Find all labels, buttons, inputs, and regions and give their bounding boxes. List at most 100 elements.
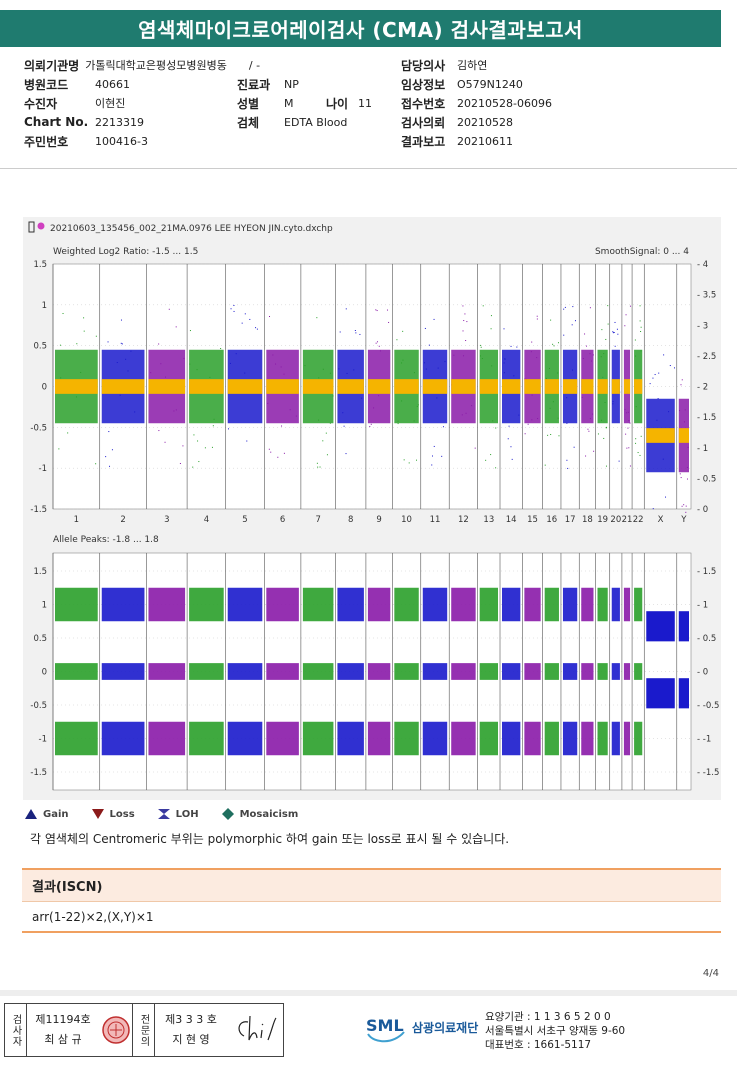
signal-point — [75, 396, 77, 398]
signal-point — [589, 307, 591, 309]
signal-point — [267, 402, 269, 404]
chromosome-label: 18 — [582, 515, 593, 525]
signal-point — [566, 459, 568, 461]
signal-point — [536, 357, 538, 359]
examiner-role-cell: 검사자 — [5, 1004, 27, 1056]
allele-peak-band — [422, 721, 448, 756]
signal-point — [343, 425, 345, 427]
signal-point — [175, 409, 177, 411]
signal-point — [121, 343, 123, 345]
signal-point — [189, 363, 191, 365]
loh-bowtie-icon — [157, 809, 170, 819]
signal-point — [531, 341, 533, 343]
smooth-signal — [479, 379, 499, 394]
signal-point — [511, 458, 513, 460]
signal-point — [617, 333, 619, 335]
signal-point — [76, 343, 78, 345]
signal-point — [317, 466, 319, 468]
top-left-tick-label: -0.5 — [30, 423, 47, 433]
report-date-label: 결과보고 — [401, 134, 446, 149]
signal-point — [586, 345, 588, 347]
allele-peak-band — [227, 587, 263, 622]
signal-point — [654, 374, 656, 376]
bottom-right-tick-label: - -0.5 — [697, 701, 719, 711]
signal-point — [295, 415, 297, 417]
signal-point — [355, 332, 357, 334]
chromosome-4 — [189, 330, 224, 756]
organization-address: 서울특별시 서초구 양재동 9-60 — [485, 1025, 626, 1037]
signal-point — [281, 425, 283, 427]
chromosome-label: 15 — [527, 515, 538, 525]
signal-point — [283, 373, 285, 375]
signal-point — [592, 413, 594, 415]
smooth-signal — [544, 379, 559, 394]
institution-row: 의뢰기관명 가톨릭대학교은평성모병원병동 / - — [24, 56, 260, 74]
legend-mosaicism: Mosaicism — [221, 808, 299, 820]
physician-row: 담당의사 김하연 — [401, 56, 487, 74]
signal-point — [233, 310, 235, 312]
signal-point — [345, 453, 347, 455]
organization-logo: SML 삼광의료재단 — [364, 1010, 478, 1044]
signal-point — [322, 368, 324, 370]
signal-point — [474, 447, 476, 449]
signal-point — [547, 434, 549, 436]
signal-point — [107, 341, 109, 343]
signal-point — [536, 315, 538, 317]
signal-point — [319, 466, 321, 468]
allele-peak-band — [55, 663, 98, 680]
signal-point — [182, 445, 184, 447]
signal-point — [220, 348, 222, 350]
signal-point — [433, 445, 435, 447]
patient-info: 의뢰기관명 가톨릭대학교은평성모병원병동 / - 병원코드 40661 수진자 … — [0, 56, 737, 156]
signal-point — [179, 462, 181, 464]
receipt-no-row: 접수번호 20210528-06096 — [401, 94, 552, 112]
signal-point — [444, 361, 446, 363]
signal-point — [612, 401, 614, 403]
smooth-signal — [562, 379, 578, 394]
signal-point — [193, 434, 195, 436]
allele-peak-band — [479, 587, 499, 622]
signal-point — [503, 328, 505, 330]
smooth-signal — [367, 379, 391, 394]
top-left-tick-label: 1.5 — [33, 260, 47, 270]
smooth-signal — [101, 379, 145, 394]
hospital-code-row: 병원코드 40661 — [24, 75, 130, 93]
allele-peak-band — [623, 587, 631, 622]
signal-point — [680, 384, 682, 386]
signal-point — [585, 455, 587, 457]
allele-peak-band — [581, 587, 594, 622]
signal-point — [508, 425, 510, 427]
report-date-value: 20210611 — [457, 134, 513, 148]
allele-peak-band — [678, 611, 689, 642]
clinical-info-value: O579N1240 — [457, 77, 523, 91]
signal-point — [628, 447, 630, 449]
signal-point — [402, 330, 404, 332]
signal-point — [464, 313, 466, 315]
legend-mosaicism-label: Mosaicism — [239, 808, 299, 820]
signal-point — [196, 369, 198, 371]
allele-peak-band — [562, 663, 578, 680]
signal-point — [453, 354, 455, 356]
chromosome-7 — [302, 317, 334, 756]
allele-peak-band — [623, 663, 631, 680]
specialist-number: 제3 3 3 호 — [165, 1013, 217, 1026]
examiner-name: 최 삼 규 — [44, 1033, 82, 1046]
signal-point — [376, 341, 378, 343]
signal-point — [557, 417, 559, 419]
allele-peak-band — [422, 663, 448, 680]
signal-point — [230, 308, 232, 310]
signal-point — [373, 407, 375, 409]
signal-point — [629, 465, 631, 467]
request-date-row: 검사의뢰 20210528 — [401, 113, 513, 131]
chromosome-label: 17 — [565, 515, 576, 525]
bottom-left-tick-label: 0.5 — [33, 634, 47, 644]
smooth-signal — [597, 379, 608, 394]
signal-point — [465, 340, 467, 342]
signal-point — [495, 427, 497, 429]
chromosome-10 — [394, 330, 419, 756]
chromosome-17 — [562, 306, 578, 756]
signal-point — [198, 461, 200, 463]
handwritten-signature-icon — [238, 1015, 277, 1041]
department-value: NP — [284, 77, 299, 91]
signal-point — [530, 351, 532, 353]
